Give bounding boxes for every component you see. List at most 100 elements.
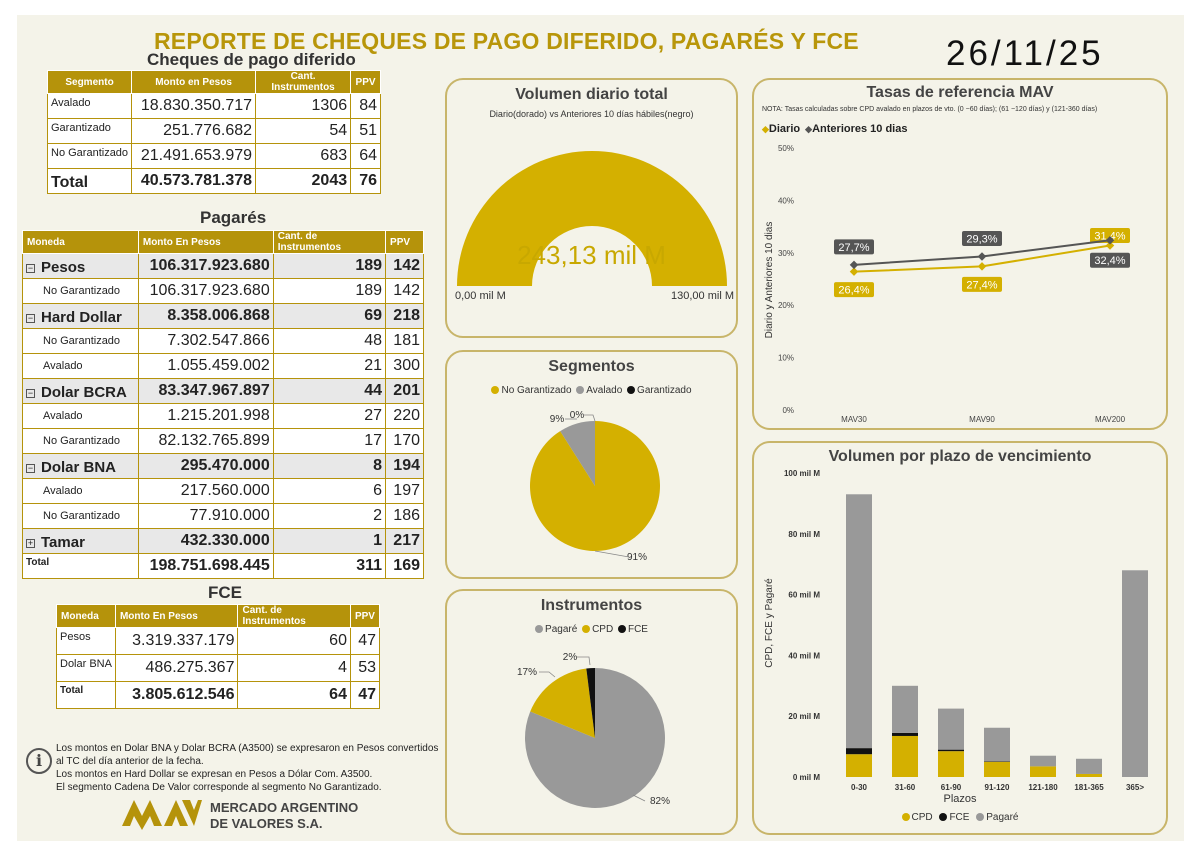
data-label: 27,7% [838,242,869,254]
legend-label[interactable]: Garantizado [637,385,692,396]
legend-label[interactable]: FCE [949,812,970,823]
legend-label[interactable]: Pagaré [986,812,1019,823]
x-tick-label: 61-90 [941,783,962,792]
table-row: Garantizado 251.776.682 54 51 [46,118,381,144]
bar-segment[interactable] [1076,758,1102,774]
bar-segment[interactable] [846,494,872,749]
bar-segment[interactable] [892,685,918,733]
cheques-table: Segmento Monto en Pesos Cant. Instrument… [46,70,381,194]
legend-label[interactable]: CPD [911,812,933,823]
legend-label[interactable]: Avalado [586,385,623,396]
column-header[interactable]: PPV [349,604,381,628]
pie-slice-label: 9% [550,414,565,425]
table-cell[interactable]: − Dolar BCRA [22,378,139,404]
column-header[interactable]: Moneda [56,604,116,628]
gauge-title: Volumen diario total [515,86,668,103]
table-cell: 48 [272,328,387,354]
table-cell: Total [22,553,139,579]
table-cell: 21.491.653.979 [131,143,257,169]
table-row: No Garantizado 21.491.653.979 683 64 [46,143,381,169]
legend-label[interactable]: Anteriores 10 dias [812,123,908,135]
note-text: Los montos en Dolar BNA y Dolar BCRA (A3… [56,743,439,767]
table-cell[interactable]: − Pesos [22,253,139,279]
bar-segment[interactable] [892,735,918,777]
bar-segment[interactable] [1076,773,1102,777]
pie-slice[interactable] [560,421,595,486]
column-header[interactable]: Monto En Pesos [114,604,239,628]
group-label: Pesos [41,259,86,276]
table-cell: 486.275.367 [114,654,239,682]
label-leader-line [577,656,591,666]
collapse-icon[interactable]: − [26,462,35,473]
data-point[interactable] [977,262,987,271]
legend-label[interactable]: Pagaré [545,624,578,635]
y-axis-label: Diario y Anteriores 10 dias [764,222,775,339]
bar-segment[interactable] [892,732,918,736]
table-cell: Total [56,681,116,709]
column-header[interactable]: PPV [385,230,424,254]
segmentos-card: Segmentos No Garantizado Avalado Garanti… [445,350,738,579]
label-leader-line [539,671,556,678]
table-row: No Garantizado 7.302.547.866 48 181 [22,328,424,354]
column-header[interactable]: Cant. de Instrumentos [272,230,387,254]
bar-segment[interactable] [984,727,1010,762]
table-cell: 64 [237,681,351,709]
bar-segment[interactable] [984,761,1010,762]
table-row: Avalado 1.055.459.002 21 300 [22,353,424,379]
bar-segment[interactable] [1030,766,1056,777]
y-tick-label: 100 mil M [784,469,820,478]
bar-segment[interactable] [1122,570,1148,777]
table-cell: 18.830.350.717 [131,93,257,119]
legend-label[interactable]: Diario [768,123,801,135]
column-header[interactable]: Segmento [46,70,133,94]
table-cell: Avalado [22,403,139,429]
tasas-legend: ◆Diario ◆Anteriores 10 dias [762,123,907,135]
y-tick-label: 0% [782,406,794,415]
pie-slice[interactable] [586,668,595,738]
column-header[interactable]: Monto en Pesos [131,70,257,94]
collapse-icon[interactable]: − [26,312,35,323]
pie-slice[interactable] [530,668,595,738]
cheques-section-title: Cheques de pago diferido [147,50,356,69]
data-point[interactable] [849,260,859,270]
collapse-icon[interactable]: − [26,387,35,398]
legend-label[interactable]: CPD [592,624,614,635]
data-point[interactable] [849,267,859,276]
bar-segment[interactable] [1030,755,1056,767]
bar-segment[interactable] [938,749,964,752]
table-cell: 1.055.459.002 [137,353,274,379]
table-cell[interactable]: − Hard Dollar [22,303,139,329]
x-tick-label: 91-120 [985,783,1010,792]
bar-segment[interactable] [938,751,964,777]
bar-segment[interactable] [984,761,1010,777]
table-cell[interactable]: + Tamar [22,528,139,554]
table-row: No Garantizado 77.910.000 2 186 [22,503,424,529]
collapse-icon[interactable]: − [26,262,35,273]
column-header[interactable]: Cant. Instrumentos [255,70,352,94]
instrumentos-title: Instrumentos [540,597,643,614]
table-row: Avalado 1.215.201.998 27 220 [22,403,424,429]
data-point[interactable] [977,252,987,261]
table-total-row: Total 198.751.698.445 311 169 [22,553,424,579]
plazos-card: Volumen por plazo de vencimiento 0 mil M… [752,441,1168,835]
table-cell: 4 [237,654,351,682]
bar-segment[interactable] [938,708,964,750]
data-label-bg [834,282,874,298]
table-cell[interactable]: − Dolar BNA [22,453,139,479]
legend-label[interactable]: No Garantizado [501,385,572,396]
table-cell: 142 [385,253,424,279]
column-header[interactable]: PPV [350,70,381,94]
column-header[interactable]: Monto En Pesos [137,230,274,254]
legend-swatch [576,386,585,395]
pie-slice-label: 0% [570,410,585,421]
bar-segment[interactable] [846,754,872,777]
x-tick-label: MAV90 [969,415,995,424]
legend-label[interactable]: FCE [627,624,648,635]
expand-icon[interactable]: + [26,537,35,548]
column-header[interactable]: Cant. de Instrumentos [237,604,351,628]
legend-swatch [939,813,948,822]
column-header[interactable]: Moneda [22,230,139,254]
table-cell: 198.751.698.445 [137,553,274,579]
table-cell: 60 [237,627,351,655]
bar-segment[interactable] [846,748,872,755]
